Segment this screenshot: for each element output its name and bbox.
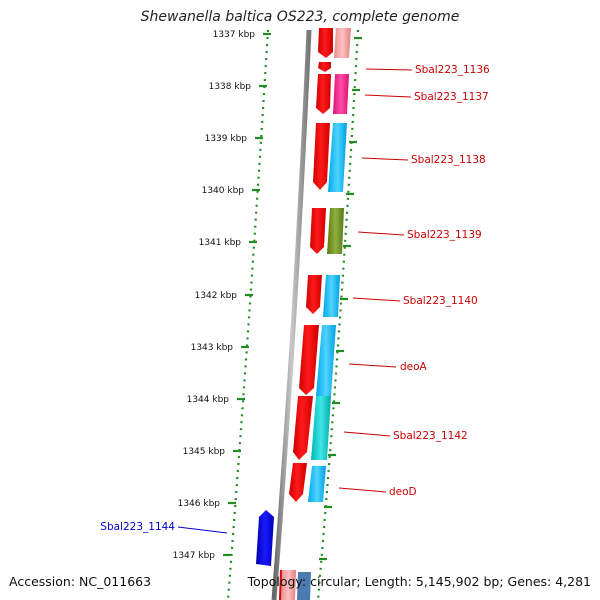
gene-labels: Sbal223_1136 Sbal223_1137 Sbal223_1138 Sbal… <box>100 64 490 533</box>
genome-backbone <box>271 29 312 600</box>
scale-tick-label: 1345 kbp <box>183 447 226 457</box>
gene-arrow-sbal223-1135[interactable] <box>318 28 333 58</box>
gene-arrow-sbal223-1138[interactable] <box>313 123 330 190</box>
scale-tick-label: 1342 kbp <box>195 291 238 301</box>
gene-label-sbal223-1136[interactable]: Sbal223_1136 <box>415 64 490 76</box>
leader-sbal223-1138 <box>361 157 409 161</box>
gene-arrow-sbal223-1136[interactable] <box>318 62 331 72</box>
scale-tick-label: 1347 kbp <box>173 551 216 561</box>
category-blocks <box>281 28 351 600</box>
scale-ticks: 1337 kbp 1338 kbp 1339 kbp 1340 kbp 1341 kbp… <box>173 30 362 561</box>
gene-arrow-sbal223-1142[interactable] <box>293 396 313 460</box>
scale-tick-label: 1343 kbp <box>191 343 234 353</box>
scale-tick-label: 1346 kbp <box>178 499 221 509</box>
gene-arrow-sbal223-1139[interactable] <box>310 208 326 254</box>
gene-arrow-sbal223-1137[interactable] <box>316 74 331 114</box>
genome-title: Shewanella baltica OS223, complete genom… <box>140 9 460 25</box>
category-block-1137 <box>333 74 349 114</box>
scale-tick-label: 1338 kbp <box>209 82 252 92</box>
scale-tick-label: 1340 kbp <box>202 186 245 196</box>
scale-tick-label: 1341 kbp <box>199 238 242 248</box>
gene-label-sbal223-1140[interactable]: Sbal223_1140 <box>403 295 478 307</box>
gene-label-deoa[interactable]: deoA <box>400 361 428 373</box>
category-block-bottom-salmon <box>281 570 296 600</box>
gene-arrow-deod[interactable] <box>289 463 307 502</box>
gene-arrow-sbal223-1144[interactable] <box>256 510 274 566</box>
category-block-1138 <box>328 123 347 192</box>
gene-arrow-sbal223-1140[interactable] <box>306 275 322 314</box>
leader-deod <box>338 487 387 493</box>
genome-summary-text: Topology: circular; Length: 5,145,902 bp… <box>247 574 591 589</box>
gene-arrow-deoa[interactable] <box>299 325 319 395</box>
leader-sbal223-1137 <box>364 94 412 98</box>
gene-label-leaders <box>338 68 413 493</box>
leader-sbal223-1139 <box>357 231 405 236</box>
gene-label-sbal223-1144[interactable]: Sbal223_1144 <box>100 521 175 533</box>
leader-deoa <box>348 363 397 368</box>
gene-label-deod[interactable]: deoD <box>389 486 417 498</box>
gene-label-sbal223-1137[interactable]: Sbal223_1137 <box>414 91 489 103</box>
scale-tick-label: 1337 kbp <box>213 30 256 40</box>
scale-tick-label: 1344 kbp <box>187 395 230 405</box>
gene-label-sbal223-1139[interactable]: Sbal223_1139 <box>407 229 482 241</box>
outer-dotted-ring-left <box>226 29 270 600</box>
outer-dotted-ring-right <box>316 29 360 600</box>
leader-sbal223-1136 <box>365 68 413 71</box>
gene-label-sbal223-1142[interactable]: Sbal223_1142 <box>393 430 468 442</box>
category-block-1139 <box>327 208 344 254</box>
scale-tick-label: 1339 kbp <box>205 134 248 144</box>
category-block-deoa <box>316 325 336 396</box>
category-block-1142 <box>311 396 331 460</box>
category-block-bottom-blue <box>297 572 311 600</box>
category-block-1135 <box>334 28 351 58</box>
category-block-deod <box>308 466 326 502</box>
accession-text: Accession: NC_011663 <box>9 574 152 589</box>
leader-sbal223-1142 <box>343 431 391 437</box>
leader-sbal223-1144 <box>177 526 228 534</box>
leader-sbal223-1140 <box>352 297 401 302</box>
category-block-1140 <box>323 275 340 317</box>
gene-label-sbal223-1138[interactable]: Sbal223_1138 <box>411 154 486 166</box>
